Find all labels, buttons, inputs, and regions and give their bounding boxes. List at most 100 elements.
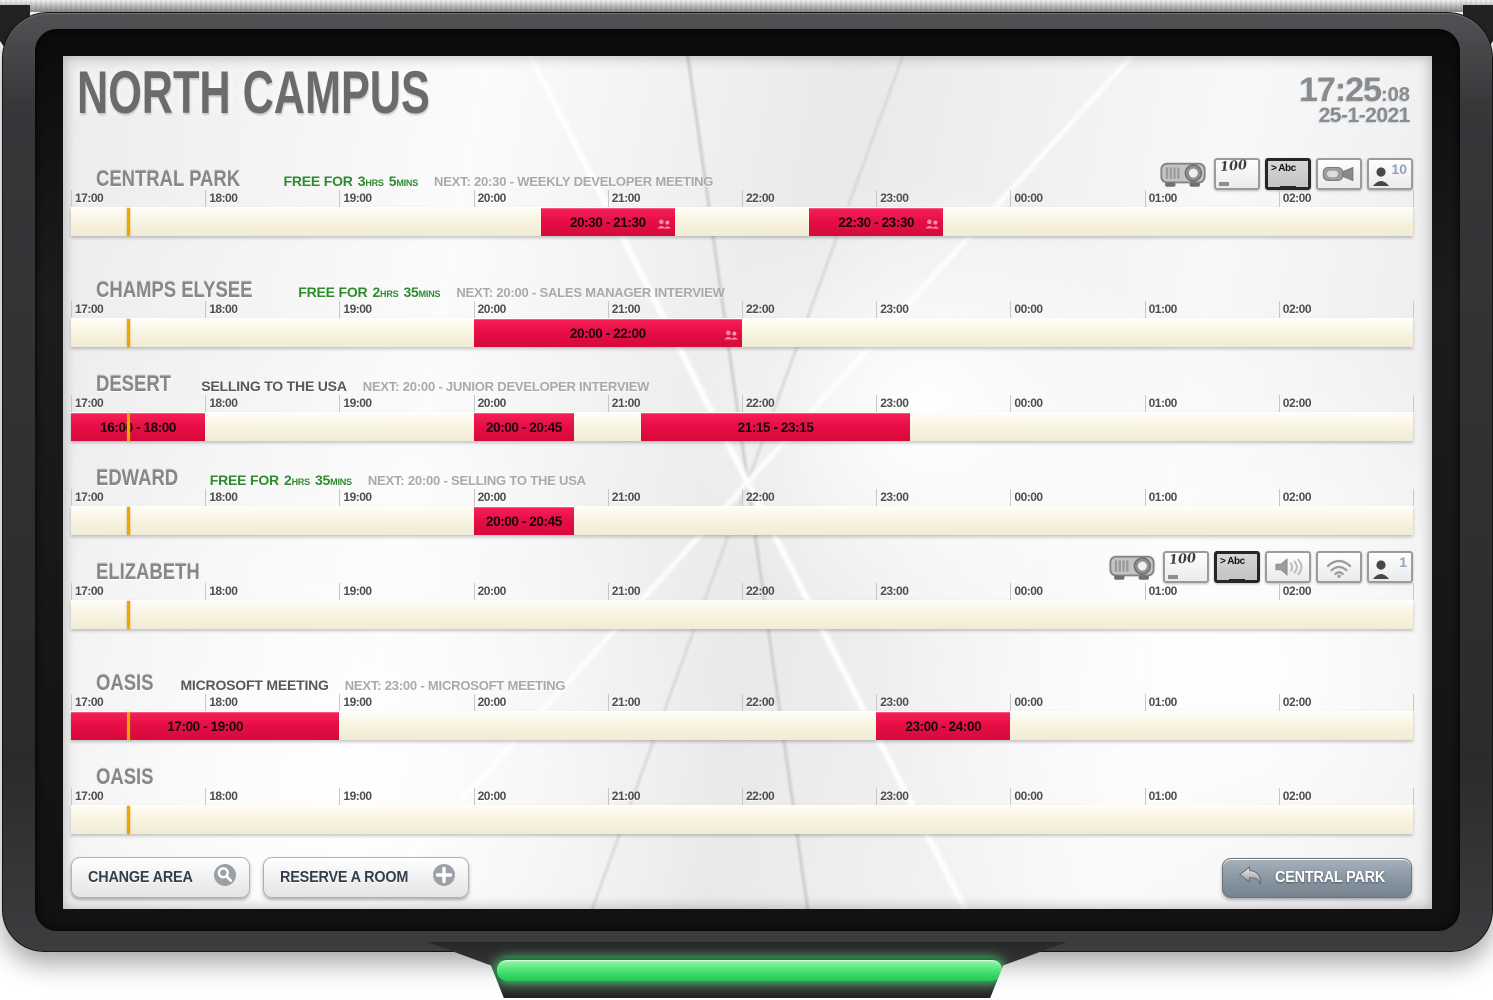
next-meeting-text: NEXT: 20:00 - SELLING TO THE USA	[367, 473, 586, 488]
back-arrow-icon	[1237, 865, 1265, 891]
hour-tick	[742, 788, 743, 805]
room-name[interactable]: OASIS	[96, 764, 154, 789]
hour-label: 20:00	[477, 695, 507, 709]
current-time-marker	[126, 319, 130, 347]
booking-block[interactable]: 21:15 - 23:15	[641, 413, 910, 441]
hour-tick	[742, 395, 743, 412]
hour-label: 19:00	[343, 302, 372, 316]
hour-tick	[1413, 694, 1414, 711]
hour-label: 18:00	[209, 695, 238, 709]
room-name[interactable]: CHAMPS ELYSEE	[96, 277, 253, 302]
hour-tick	[473, 301, 475, 318]
hour-label: 02:00	[1282, 396, 1312, 410]
free-text: FREE FOR	[298, 284, 368, 300]
room-row: OASIS MICROSOFT MEETING NEXT: 23:00 - MICR…	[71, 670, 1414, 740]
booking-time-label: 20:00 - 20:45	[485, 513, 562, 529]
hour-label: 23:00	[880, 584, 909, 598]
booking-block[interactable]: 20:00 - 22:00	[473, 319, 742, 347]
room-name[interactable]: EDWARD	[96, 465, 179, 490]
hour-tick	[205, 395, 207, 412]
room-equipment-icons: 100 > Abc 10	[1157, 158, 1413, 190]
hours-strip: 17:00 18:00 19:00 20:00 21:00 22:00 23:00 00:00…	[71, 694, 1414, 711]
hour-tick	[1010, 788, 1012, 805]
room-name[interactable]: OASIS	[96, 670, 154, 695]
camera-icon	[1316, 158, 1362, 190]
booking-block[interactable]: 20:00 - 20:45	[473, 413, 575, 441]
hour-label: 17:00	[75, 191, 104, 205]
hour-tick	[1278, 301, 1280, 318]
icon-label: 1	[1399, 554, 1407, 570]
hour-tick	[339, 583, 341, 600]
tablet-bezel: NORTH CAMPUS 17:25:08 25-1-2021 CENTRAL …	[35, 29, 1460, 931]
hour-tick	[1144, 190, 1146, 207]
booking-block[interactable]: 20:00 - 20:45	[473, 507, 575, 535]
room-row: ELIZABETH 100 > Abc 1 17:00 18:00 19:00 20:00 21…	[71, 551, 1414, 629]
hour-label: 20:00	[477, 396, 507, 410]
booking-block[interactable]: 20:30 - 21:30	[540, 208, 675, 236]
timeline-track[interactable]	[71, 600, 1413, 629]
timeline-track[interactable]: 20:00 - 22:00	[71, 318, 1413, 347]
timeline-track[interactable]: 20:30 - 21:30 22:30 - 23:30	[71, 207, 1413, 236]
hour-label: 02:00	[1282, 490, 1312, 504]
hour-label: 17:00	[75, 695, 104, 709]
hours-strip: 17:00 18:00 19:00 20:00 21:00 22:00 23:00 00:00…	[71, 489, 1414, 506]
room-row: OASIS 17:00 18:00 19:00 20:00 21:00 22:00 23:00…	[71, 764, 1414, 834]
timeline-track[interactable]	[71, 805, 1413, 834]
hour-tick	[71, 788, 72, 805]
hour-label: 00:00	[1014, 789, 1043, 803]
hour-label: 00:00	[1014, 396, 1043, 410]
hour-tick	[71, 489, 72, 506]
booking-time-label: 16:00 - 18:00	[100, 419, 177, 435]
hour-label: 22:00	[746, 490, 775, 504]
booking-block[interactable]: 23:00 - 24:00	[876, 712, 1011, 740]
hour-label: 19:00	[343, 584, 372, 598]
hour-tick	[1413, 301, 1414, 318]
hour-label: 01:00	[1148, 490, 1178, 504]
room-header: ELIZABETH 100 > Abc 1	[96, 551, 1413, 584]
booking-block[interactable]: 17:00 - 19:00	[71, 712, 340, 740]
hour-tick	[1144, 694, 1146, 711]
icon-label: 100	[1219, 157, 1248, 176]
hour-tick	[1010, 395, 1012, 412]
timeline-track[interactable]: 20:00 - 20:45	[71, 506, 1413, 535]
screen-text-icon: > Abc	[1265, 158, 1311, 190]
hour-label: 22:00	[746, 789, 775, 803]
back-button[interactable]: CENTRAL PARK	[1221, 857, 1412, 898]
hour-label: 02:00	[1282, 789, 1312, 803]
hour-label: 20:00	[477, 789, 507, 803]
change-area-button[interactable]: CHANGE AREA	[71, 857, 251, 898]
booking-block[interactable]: 22:30 - 23:30	[809, 208, 944, 236]
hour-tick	[1278, 190, 1280, 207]
hour-tick	[339, 301, 341, 318]
hour-label: 01:00	[1148, 396, 1178, 410]
booking-time-label: 17:00 - 19:00	[167, 718, 244, 734]
hour-tick	[71, 583, 72, 600]
hour-tick	[473, 489, 475, 506]
hour-label: 21:00	[611, 302, 641, 316]
screen-text-icon: > Abc	[1214, 551, 1260, 583]
clock-date: 25-1-2021	[1318, 104, 1411, 128]
hour-tick	[205, 301, 207, 318]
hour-tick	[1413, 583, 1414, 600]
hour-tick	[71, 190, 72, 207]
booking-block[interactable]: 16:00 - 18:00	[71, 413, 206, 441]
hour-tick	[876, 489, 878, 506]
hour-tick	[742, 583, 743, 600]
room-name[interactable]: ELIZABETH	[96, 559, 200, 584]
reserve-room-button[interactable]: RESERVE A ROOM	[263, 857, 469, 898]
hour-tick	[205, 190, 207, 207]
hour-tick	[1144, 583, 1146, 600]
next-meeting-text: NEXT: 23:00 - MICROSOFT MEETING	[344, 678, 566, 693]
hour-label: 19:00	[343, 695, 372, 709]
hour-tick	[1144, 395, 1146, 412]
room-name[interactable]: DESERT	[96, 371, 171, 396]
hour-tick	[473, 190, 475, 207]
screen: NORTH CAMPUS 17:25:08 25-1-2021 CENTRAL …	[63, 56, 1432, 909]
icon-label: 10	[1391, 161, 1407, 177]
room-row: CENTRAL PARK FREE FOR 3HRS 5MINS NEXT: 20:30…	[71, 158, 1414, 236]
room-name[interactable]: CENTRAL PARK	[96, 166, 241, 191]
hour-tick	[473, 694, 475, 711]
timeline-track[interactable]: 16:00 - 18:00 20:00 - 20:45 21:15 - 23:15	[71, 412, 1413, 441]
room-free-status: FREE FOR 2HRS 35MINS	[298, 284, 440, 300]
timeline-track[interactable]: 17:00 - 19:00 23:00 - 24:00	[71, 711, 1413, 740]
